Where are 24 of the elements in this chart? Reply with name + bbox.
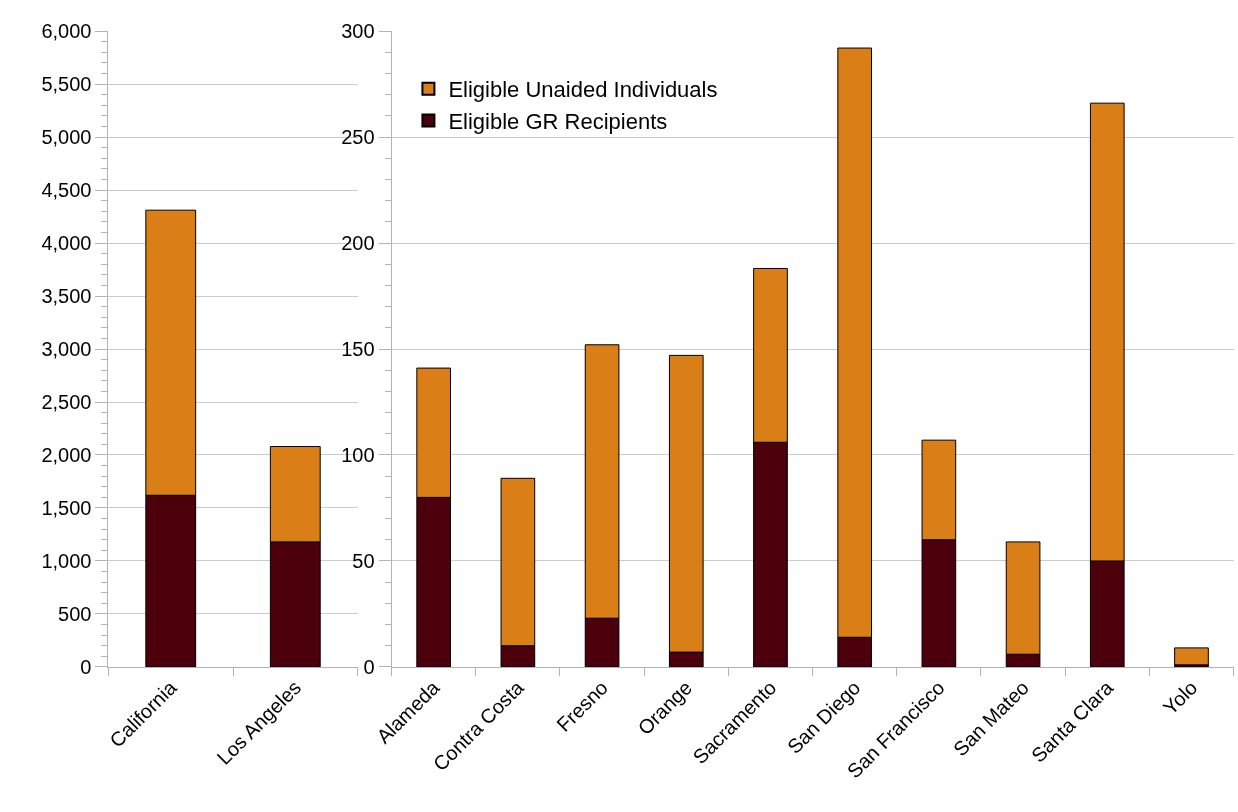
legend-label: Eligible GR Recipients <box>448 109 668 134</box>
y-tick-label: 1,500 <box>41 496 92 519</box>
y-tick-label: 2,000 <box>41 444 92 466</box>
x-tick-label: Yolo <box>1158 676 1202 719</box>
y-tick-label: 2,500 <box>41 391 92 414</box>
y-tick-label: 4,000 <box>41 232 92 255</box>
y-tick-label: 100 <box>341 444 375 466</box>
y-tick-label: 150 <box>341 338 375 361</box>
bar <box>1174 647 1209 666</box>
y-tick-label: 0 <box>80 655 92 678</box>
y-tick-label: 4,500 <box>41 179 92 202</box>
y-tick-label: 6,000 <box>41 20 92 43</box>
y-tick-label: 50 <box>352 549 375 572</box>
y-tick-label: 300 <box>341 20 375 43</box>
y-tick-label: 0 <box>363 655 375 678</box>
y-tick-label: 250 <box>341 126 375 149</box>
y-tick-label: 500 <box>58 602 92 625</box>
legend-label: Eligible Unaided Individuals <box>448 77 718 103</box>
y-tick-label: 200 <box>341 232 375 255</box>
y-tick-label: 5,000 <box>41 126 92 149</box>
y-tick-label: 5,500 <box>41 73 92 96</box>
y-tick-label: 1,000 <box>41 549 92 572</box>
y-tick-label: 3,000 <box>41 338 92 361</box>
y-tick-label: 3,500 <box>41 285 92 308</box>
